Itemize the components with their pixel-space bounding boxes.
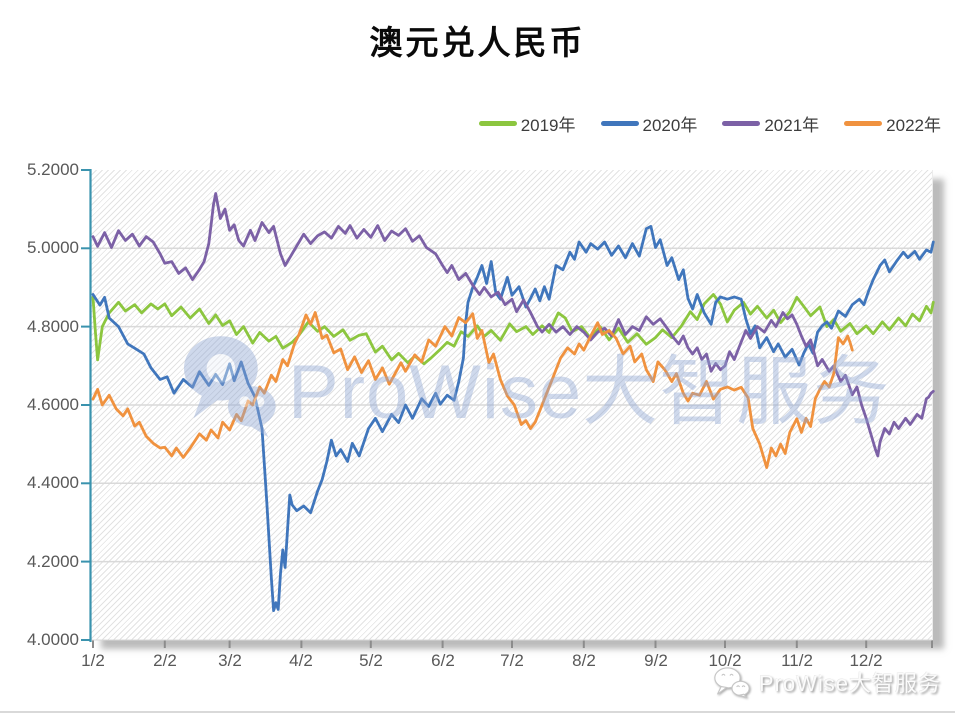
footer-brand-text: ProWise大智服务 <box>758 671 941 696</box>
legend-swatch <box>478 120 517 126</box>
legend-swatch <box>600 120 639 126</box>
y-axis-label: 4.2000 <box>27 552 79 571</box>
y-axis-label: 5.0000 <box>27 238 79 257</box>
legend-label: 2020年 <box>642 115 698 135</box>
x-axis-label: 1/2 <box>81 651 105 670</box>
x-axis-label: 7/2 <box>500 651 524 670</box>
wechat-icon <box>714 667 750 698</box>
plot-area <box>90 170 933 640</box>
page-title: 澳元兑人民币 <box>369 26 586 62</box>
x-axis-label: 9/2 <box>644 651 668 670</box>
legend-item-2022: 2022年 <box>844 111 941 136</box>
x-axis-label: 3/2 <box>218 651 242 670</box>
legend-label: 2021年 <box>764 115 820 135</box>
y-axis-label: 4.4000 <box>27 473 79 492</box>
legend-item-2021: 2021年 <box>722 111 819 136</box>
legend-item-2019: 2019年 <box>478 111 576 136</box>
y-axis-label: 5.2000 <box>27 160 79 179</box>
legend-item-2020: 2020年 <box>600 111 698 136</box>
x-axis-label: 11/2 <box>781 651 813 670</box>
legend-swatch <box>844 120 883 126</box>
x-axis-label: 5/2 <box>359 651 383 670</box>
x-axis-label: 6/2 <box>431 651 455 670</box>
x-axis-label: 10/2 <box>708 651 742 670</box>
chart-legend: 2019年 2020年 2021年 2022年 <box>0 111 941 136</box>
legend-label: 2022年 <box>886 115 941 135</box>
x-axis-label: 4/2 <box>289 651 313 670</box>
legend-label: 2019年 <box>520 115 576 135</box>
x-axis-label: 12/2 <box>849 651 883 670</box>
legend-swatch <box>722 120 761 126</box>
y-axis-label: 4.8000 <box>27 317 79 336</box>
y-axis-label: 4.0000 <box>27 630 79 649</box>
footer-brand: ProWise大智服务 <box>713 666 941 698</box>
x-axis-label: 2/2 <box>153 651 177 670</box>
y-axis-label: 4.6000 <box>27 395 79 414</box>
bottom-divider <box>0 711 955 713</box>
x-axis-label: 8/2 <box>572 651 596 670</box>
